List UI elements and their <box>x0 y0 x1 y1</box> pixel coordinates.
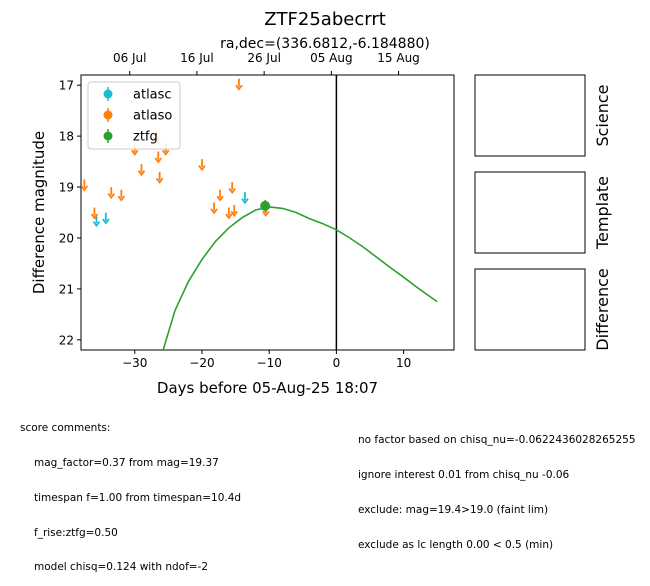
upper-limit-atlaso-head <box>155 177 164 184</box>
upper-limit-atlaso-head <box>131 149 139 156</box>
legend: atlasc atlaso ztfg <box>87 81 181 150</box>
upper-limit-atlaso <box>228 182 236 195</box>
legend-frame <box>87 81 181 150</box>
upper-limit-atlaso <box>80 179 89 192</box>
point-ztfg <box>260 200 271 211</box>
x-tick-label: −20 <box>189 356 214 370</box>
upper-limit-atlaso-head <box>228 187 236 195</box>
upper-limit-atlaso-head <box>154 157 163 164</box>
cutout-panels: Science Template Difference <box>474 74 612 351</box>
upper-limit-atlaso <box>235 78 243 91</box>
top-tick-label: 16 Jul <box>180 51 214 65</box>
x-tick-label: −10 <box>257 356 282 370</box>
legend-marker-atlasc <box>103 89 113 99</box>
cutout-label-template: Template <box>593 176 612 250</box>
plot-area: −30 −20 −10 0 10 17 18 19 20 21 22 06 Jul 16 Jul 26 J… <box>30 51 455 397</box>
upper-limit-atlaso <box>198 159 206 172</box>
x-axis-label: Days before 05-Aug-25 18:07 <box>157 379 378 397</box>
top-tick-label: 15 Aug <box>377 51 420 65</box>
comment-line: exclude: mag=19.4>19.0 (faint lim) <box>358 503 549 516</box>
upper-limit-atlaso <box>225 207 233 220</box>
comment-line: timespan f=1.00 from timespan=10.4d <box>34 491 242 504</box>
upper-limit-atlaso <box>137 164 146 177</box>
upper-limit-atlaso-head <box>262 210 270 217</box>
y-axis-label: Difference magnitude <box>30 131 48 294</box>
score-comments-right: no factor based on chisq_nu=-0.062243602… <box>358 412 636 563</box>
upper-limit-atlaso-head <box>117 195 126 202</box>
comment-line: mag_factor=0.37 from mag=19.37 <box>34 456 219 469</box>
upper-limit-atlasc-head <box>241 198 249 205</box>
x-tick-label: 0 <box>333 356 341 370</box>
upper-limit-atlasc <box>241 192 249 205</box>
y-tick-label: 17 <box>59 79 74 93</box>
cutout-science <box>474 74 586 157</box>
y-tick-label: 19 <box>59 181 74 195</box>
upper-limit-atlaso-head <box>235 84 243 91</box>
upper-limit-atlaso-head <box>216 195 224 202</box>
cutout-difference <box>474 268 586 351</box>
legend-label-atlaso: atlaso <box>133 109 172 124</box>
score-comments-left: score comments: mag_factor=0.37 from mag… <box>20 400 241 586</box>
x-tick-label: 10 <box>396 356 411 370</box>
score-comments-heading: score comments: <box>20 422 111 435</box>
figure: ZTF25abecrrt ra,dec=(336.6812,-6.184880)… <box>30 9 612 397</box>
top-tick-label: 06 Jul <box>113 51 147 65</box>
upper-limit-atlaso-head <box>90 213 99 220</box>
chart-title: ZTF25abecrrt <box>264 9 386 30</box>
upper-limit-atlaso <box>90 207 99 220</box>
upper-limit-atlasc-head <box>92 221 101 228</box>
model-curve-ztfg <box>162 206 438 350</box>
upper-limit-atlaso-head <box>198 165 206 172</box>
y-tick-label: 18 <box>59 130 74 144</box>
legend-marker-atlaso <box>103 110 113 120</box>
upper-limit-atlaso-head <box>225 213 233 220</box>
top-tick-label: 26 Jul <box>247 51 281 65</box>
upper-limit-atlasc-head <box>102 218 110 225</box>
upper-limit-atlasc <box>102 212 110 225</box>
y-tick-label: 20 <box>59 231 74 245</box>
upper-limit-atlaso <box>117 189 126 202</box>
comment-line: exclude as lc length 0.00 < 0.5 (min) <box>358 538 554 551</box>
upper-limit-atlaso-head <box>161 149 170 156</box>
cutout-label-difference: Difference <box>593 268 612 350</box>
chart-subtitle: ra,dec=(336.6812,-6.184880) <box>220 36 430 52</box>
upper-limit-atlaso-head <box>230 210 238 217</box>
upper-limit-atlaso <box>154 151 163 164</box>
upper-limit-atlaso <box>216 189 224 202</box>
y-tick-label: 22 <box>59 333 74 347</box>
cutout-template <box>474 171 586 254</box>
plot-frame <box>80 74 455 351</box>
x-tick-label: −30 <box>122 356 147 370</box>
comment-line: ignore interest 0.01 from chisq_nu -0.06 <box>358 468 570 481</box>
upper-limit-atlaso-head <box>107 193 115 200</box>
legend-label-atlasc: atlasc <box>133 88 172 103</box>
comment-line: f_rise:ztfg=0.50 <box>34 526 118 539</box>
cutout-label-science: Science <box>593 84 612 146</box>
upper-limit-atlaso-head <box>210 208 218 215</box>
upper-limit-atlaso-head <box>137 170 146 177</box>
upper-limit-atlaso-head <box>80 185 89 192</box>
y-tick-label: 21 <box>59 282 74 296</box>
top-tick-label: 05 Aug <box>310 51 353 65</box>
upper-limit-atlaso <box>107 187 115 200</box>
comment-line: model chisq=0.124 with ndof=-2 <box>34 561 209 574</box>
upper-limit-atlaso <box>155 171 164 184</box>
legend-marker-ztfg <box>103 131 113 141</box>
comment-line: no factor based on chisq_nu=-0.062243602… <box>358 434 636 447</box>
upper-limit-atlaso <box>230 204 238 217</box>
upper-limit-atlaso <box>210 202 218 215</box>
legend-label-ztfg: ztfg <box>133 130 158 145</box>
